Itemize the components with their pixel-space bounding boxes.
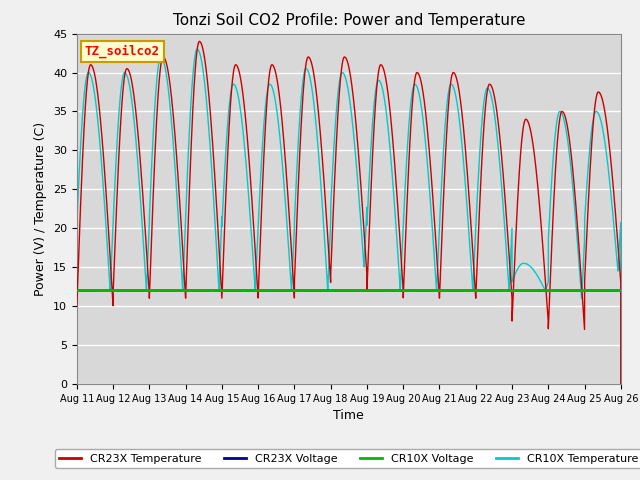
CR23X Temperature	[617, 381, 625, 387]
CR10X Temperature	[616, 239, 623, 245]
CR10X Voltage	[73, 288, 81, 293]
CR23X Voltage	[561, 288, 568, 293]
CR23X Voltage	[609, 288, 617, 293]
CR10X Voltage	[561, 288, 568, 293]
CR10X Voltage	[420, 288, 428, 293]
CR23X Voltage	[616, 288, 623, 293]
CR23X Voltage	[73, 288, 81, 293]
CR10X Temperature	[609, 217, 617, 223]
CR10X Temperature	[420, 125, 428, 131]
CR23X Voltage	[317, 288, 325, 293]
CR10X Voltage	[317, 288, 325, 293]
CR10X Voltage	[546, 288, 554, 293]
CR23X Voltage	[420, 288, 428, 293]
Text: TZ_soilco2: TZ_soilco2	[85, 45, 160, 58]
CR23X Temperature	[616, 264, 623, 270]
Y-axis label: Power (V) / Temperature (C): Power (V) / Temperature (C)	[35, 122, 47, 296]
X-axis label: Time: Time	[333, 409, 364, 422]
CR23X Temperature	[420, 96, 428, 102]
CR23X Temperature	[609, 185, 617, 191]
CR23X Temperature	[73, 303, 81, 309]
CR23X Temperature	[317, 144, 325, 150]
CR10X Temperature	[317, 190, 325, 195]
CR10X Temperature	[617, 381, 625, 387]
CR23X Temperature	[561, 112, 568, 118]
CR10X Temperature	[546, 214, 554, 220]
CR23X Temperature	[546, 295, 554, 301]
CR23X Voltage	[617, 288, 625, 293]
CR10X Voltage	[616, 288, 623, 293]
CR10X Temperature	[73, 220, 81, 226]
Line: CR23X Temperature: CR23X Temperature	[77, 41, 621, 384]
CR23X Voltage	[546, 288, 554, 293]
CR10X Temperature	[193, 46, 201, 52]
CR10X Temperature	[561, 120, 568, 125]
Title: Tonzi Soil CO2 Profile: Power and Temperature: Tonzi Soil CO2 Profile: Power and Temper…	[173, 13, 525, 28]
CR10X Voltage	[609, 288, 617, 293]
CR10X Voltage	[617, 288, 625, 293]
Line: CR10X Temperature: CR10X Temperature	[77, 49, 621, 384]
Legend: CR23X Temperature, CR23X Voltage, CR10X Voltage, CR10X Temperature: CR23X Temperature, CR23X Voltage, CR10X …	[55, 449, 640, 468]
CR23X Temperature	[196, 38, 204, 44]
